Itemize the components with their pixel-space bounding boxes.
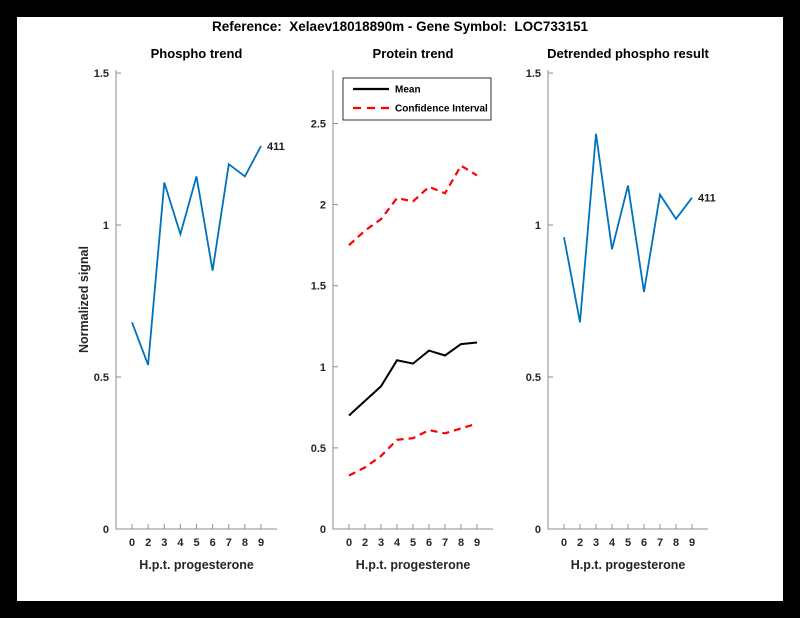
phospho-trend-title: Phospho trend bbox=[151, 46, 243, 61]
y-axis-label: Normalized signal bbox=[77, 246, 91, 353]
y-tick-label: 0 bbox=[103, 524, 109, 536]
trace-id-label: 411 bbox=[267, 141, 285, 153]
x-tick-label: 4 bbox=[609, 537, 616, 549]
y-tick-label: 1.5 bbox=[311, 281, 326, 293]
x-tick-label: 2 bbox=[362, 537, 368, 549]
x-tick-label: 9 bbox=[474, 537, 480, 549]
y-tick-label: 0 bbox=[535, 524, 541, 536]
protein-trend-title: Protein trend bbox=[373, 46, 454, 61]
mean-line bbox=[348, 341, 478, 417]
x-tick-label: 7 bbox=[442, 537, 448, 549]
x-axis-label: H.p.t. progesterone bbox=[571, 558, 686, 572]
y-tick-label: 1 bbox=[103, 220, 109, 232]
x-tick-label: 6 bbox=[426, 537, 432, 549]
x-tick-label: 8 bbox=[673, 537, 679, 549]
x-tick-label: 5 bbox=[193, 537, 199, 549]
x-tick-label: 3 bbox=[161, 537, 167, 549]
y-tick-label: 0.5 bbox=[94, 372, 109, 384]
x-tick-label: 0 bbox=[346, 537, 352, 549]
x-tick-label: 9 bbox=[258, 537, 264, 549]
detrended-line bbox=[563, 133, 693, 323]
x-tick-label: 6 bbox=[210, 537, 216, 549]
y-tick-label: 0.5 bbox=[311, 443, 326, 455]
x-tick-label: 5 bbox=[410, 537, 416, 549]
legend: Mean Confidence Interval bbox=[342, 77, 492, 121]
x-tick-label: 7 bbox=[657, 537, 663, 549]
x-tick-label: 0 bbox=[561, 537, 567, 549]
y-tick-label: 1.5 bbox=[94, 68, 109, 80]
trace-id-label: 411 bbox=[698, 193, 716, 205]
y-tick-label: 1.5 bbox=[526, 68, 541, 80]
x-tick-label: 7 bbox=[226, 537, 232, 549]
y-tick-label: 0 bbox=[320, 524, 326, 536]
x-tick-label: 3 bbox=[593, 537, 599, 549]
figure-title: Reference: Xelaev18018890m - Gene Symbol… bbox=[212, 19, 588, 34]
x-tick-label: 4 bbox=[394, 537, 401, 549]
legend-box bbox=[342, 77, 492, 121]
phospho-line bbox=[131, 145, 262, 366]
detrended-phospho-result-title: Detrended phospho result bbox=[547, 46, 709, 61]
legend-label-confidence-interval: Confidence Interval bbox=[395, 104, 488, 115]
x-tick-label: 2 bbox=[577, 537, 583, 549]
ci-upper-line bbox=[348, 164, 478, 247]
y-tick-label: 0.5 bbox=[526, 372, 541, 384]
y-tick-label: 1 bbox=[320, 362, 326, 374]
ci-lower-line bbox=[348, 422, 478, 477]
y-tick-label: 1 bbox=[535, 220, 541, 232]
x-tick-label: 2 bbox=[145, 537, 151, 549]
x-tick-label: 5 bbox=[625, 537, 631, 549]
x-tick-label: 4 bbox=[177, 537, 184, 549]
y-tick-label: 2 bbox=[320, 200, 326, 212]
x-tick-label: 3 bbox=[378, 537, 384, 549]
x-tick-label: 9 bbox=[689, 537, 695, 549]
legend-label-mean: Mean bbox=[395, 85, 421, 96]
x-tick-label: 6 bbox=[641, 537, 647, 549]
x-tick-label: 8 bbox=[242, 537, 248, 549]
x-tick-label: 8 bbox=[458, 537, 464, 549]
x-axis-label: H.p.t. progesterone bbox=[139, 558, 254, 572]
y-tick-label: 2.5 bbox=[311, 119, 326, 131]
x-tick-label: 0 bbox=[129, 537, 135, 549]
x-axis-label: H.p.t. progesterone bbox=[356, 558, 471, 572]
